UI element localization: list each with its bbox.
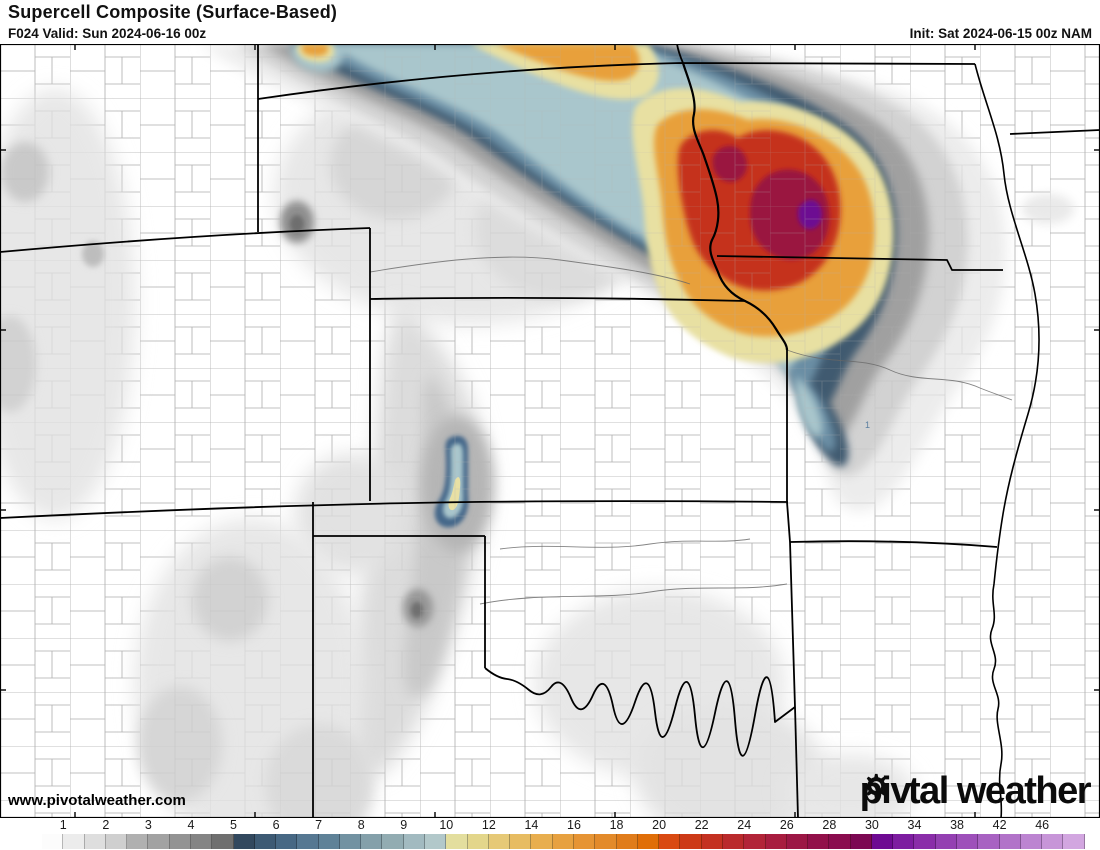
colorbar-label: 12 (481, 818, 496, 832)
colorbar-cell (744, 834, 766, 849)
colorbar-label: 9 (400, 818, 408, 832)
colorbar-label: 42 (992, 818, 1007, 832)
colorbar-label: 5 (230, 818, 237, 832)
rivers (369, 256, 1013, 605)
colorbar-cell (318, 834, 340, 849)
colorbar-cell (574, 834, 596, 849)
colorbar-cell (190, 834, 213, 849)
colorbar-cell (786, 834, 809, 849)
colorbar-cell (42, 834, 64, 849)
colorbar-cell (233, 834, 255, 849)
colorbar-cell (1063, 834, 1085, 849)
colorbar-cell (425, 834, 447, 849)
colorbar-cell (722, 834, 745, 849)
header: Supercell Composite (Surface-Based) F024… (0, 0, 1100, 44)
map-panel: 1 www.pivotalweather.com (0, 44, 1100, 818)
colorbar-cell (850, 834, 872, 849)
colorbar-cell (552, 834, 574, 849)
county-grid-overlay (0, 44, 1100, 818)
contour-value-label: 1 (865, 420, 870, 430)
colorbar-cell (148, 834, 170, 849)
colorbar-label: 16 (567, 818, 581, 832)
colorbar-label: 10 (439, 818, 454, 832)
colorbar-label: 1 (59, 818, 67, 832)
colorbar-cell (361, 834, 383, 849)
colorbar-cell (63, 834, 85, 849)
valid-time-label: F024 Valid: Sun 2024-06-16 00z (8, 26, 207, 41)
colorbar-cell (276, 834, 298, 849)
colorbar-label: 8 (357, 818, 365, 832)
colorbar-cell (595, 834, 617, 849)
colorbar-label: 38 (950, 818, 964, 832)
colorbar-cell (339, 834, 362, 849)
colorbar-label: 6 (272, 818, 280, 832)
colorbar-cell (957, 834, 979, 849)
init-time-label: Init: Sat 2024-06-15 00z NAM (909, 26, 1092, 41)
colorbar-cell (169, 834, 191, 849)
colorbar-label: 28 (822, 818, 837, 832)
colorbar-label: 24 (737, 818, 752, 832)
colorbar-label: 3 (144, 818, 152, 832)
colorbar-cell (446, 834, 468, 849)
colorbar-cell (1042, 834, 1064, 849)
colorbar-cell (84, 834, 106, 849)
colorbar-cell (616, 834, 638, 849)
colorbar-label: 34 (907, 818, 922, 832)
colorbar-label: 20 (652, 818, 667, 832)
page-title: Supercell Composite (Surface-Based) (8, 2, 338, 22)
colorbar-label: 4 (187, 818, 195, 832)
colorbar-cell (659, 834, 681, 849)
map-svg: 1 (0, 44, 1100, 818)
colorbar-cell (127, 834, 149, 849)
colorbar-label: 14 (524, 818, 539, 832)
colorbar-label: 7 (315, 818, 323, 832)
colorbar-cell (531, 834, 553, 849)
colorbar-cell (829, 834, 851, 849)
logo-text-post: tal weather (907, 770, 1092, 812)
colorbar-cell (467, 834, 489, 849)
colorbar-cell (105, 834, 128, 849)
colorbar-cell (871, 834, 894, 849)
pivotal-weather-logo: piv tal weather (860, 770, 1092, 812)
colorbar-cell (701, 834, 723, 849)
colorbar-cell (297, 834, 319, 849)
state-borders (0, 44, 1100, 818)
colorbar-cell (488, 834, 511, 849)
colorbar-label: 30 (864, 818, 879, 832)
colorbar-cell (212, 834, 234, 849)
colorbar-cell (254, 834, 277, 849)
colorbar-label: 22 (694, 818, 709, 832)
colorbar-cell (935, 834, 958, 849)
colorbar-cell (914, 834, 936, 849)
colorbar-label: 26 (779, 818, 794, 832)
colorbar-label: 46 (1035, 818, 1050, 832)
colorbar-cell (637, 834, 660, 849)
colorbar-cell (680, 834, 702, 849)
colorbar-cell (403, 834, 426, 849)
colorbar-cell (1020, 834, 1043, 849)
watermark: www.pivotalweather.com (8, 792, 186, 809)
colorbar-cell (808, 834, 830, 849)
colorbar-cell (510, 834, 532, 849)
colorbar-cell (999, 834, 1021, 849)
colorbar-label: 2 (102, 818, 110, 832)
colorbar: 1 2 3 4 5 6 7 8 9 10 12 14 16 18 20 22 24 26 28 30 34 38 42 46 (0, 818, 1100, 850)
colorbar-label: 18 (609, 818, 624, 832)
colorbar-cell (893, 834, 915, 849)
colorbar-cell (765, 834, 787, 849)
colorbar-cell (978, 834, 1000, 849)
colorbar-cell (382, 834, 404, 849)
